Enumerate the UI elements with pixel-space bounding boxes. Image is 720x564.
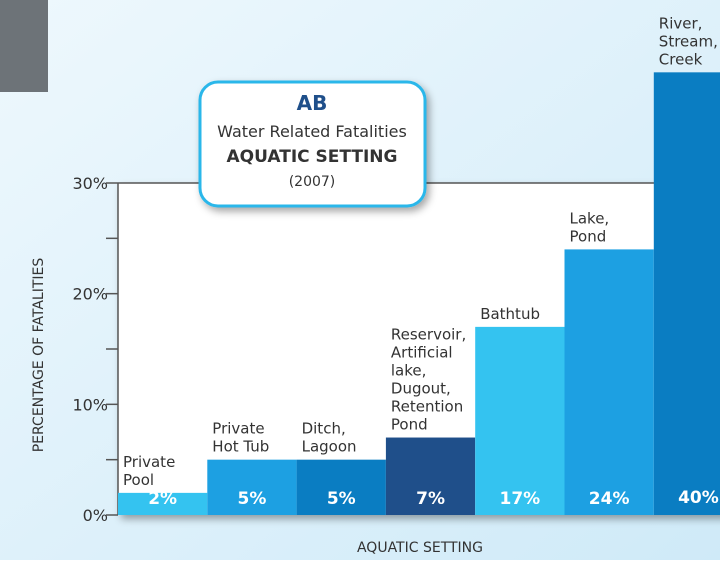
category-label-line: Stream, <box>659 32 718 50</box>
value-label: 17% <box>499 489 540 509</box>
bar <box>653 72 720 515</box>
value-label: 5% <box>238 489 267 509</box>
category-label-line: lake, <box>391 362 427 380</box>
category-label-line: Lagoon <box>302 438 357 456</box>
badge: AB <box>297 91 328 115</box>
bar <box>296 459 386 515</box>
category-label-line: Reservoir, <box>391 326 466 344</box>
category-label: Bathtub <box>480 305 540 323</box>
category-label-line: Ditch, <box>302 420 346 438</box>
y-axis-label: PERCENTAGE OF FATALITIES <box>31 258 47 453</box>
x-axis-label: AQUATIC SETTING <box>357 540 483 556</box>
y-tick-label: 30% <box>72 174 108 193</box>
y-tick-label: 20% <box>72 285 108 304</box>
category-label-line: Artificial <box>391 344 453 362</box>
value-label: 24% <box>589 489 630 509</box>
category-label: Reservoir, Artificial lake, Dugout, Retentio… <box>391 326 466 434</box>
category-label: Ditch, Lagoon <box>302 420 357 456</box>
bar <box>385 437 476 515</box>
category-label-line: Retention <box>391 398 463 416</box>
chart-subtitle: AQUATIC SETTING <box>227 147 398 167</box>
bar <box>118 492 208 515</box>
category-label: Lake, Pond <box>570 209 610 245</box>
category-label-line: Creek <box>659 50 703 68</box>
value-label: 7% <box>416 489 445 509</box>
value-label: 5% <box>327 489 356 509</box>
bar <box>207 459 297 515</box>
value-label: 40% <box>678 488 719 508</box>
category-label-line: Private <box>212 420 264 438</box>
bar <box>475 326 565 515</box>
category-label-line: Pond <box>391 416 428 434</box>
category-label-line: Pool <box>123 471 154 489</box>
year: (2007) <box>289 174 336 190</box>
category-label: Private Hot Tub <box>212 420 269 456</box>
category-label-line: Private <box>123 453 175 471</box>
category-label-line: River, <box>659 14 703 32</box>
category-label-line: Pond <box>570 227 607 245</box>
category-label-line: Dugout, <box>391 380 451 398</box>
bar <box>564 249 654 515</box>
corner-photo <box>0 0 48 92</box>
y-tick-label: 0% <box>83 506 108 525</box>
category-label-line: Bathtub <box>480 305 540 323</box>
chart-title: Water Related Fatalities <box>217 122 407 141</box>
category-label-line: Lake, <box>570 209 610 227</box>
title-box <box>198 80 427 208</box>
value-label: 2% <box>148 489 177 509</box>
y-tick-label: 10% <box>72 395 108 414</box>
category-label: River, Stream, Creek <box>659 14 718 68</box>
category-label: Private Pool <box>123 453 175 489</box>
category-label-line: Hot Tub <box>212 438 269 456</box>
